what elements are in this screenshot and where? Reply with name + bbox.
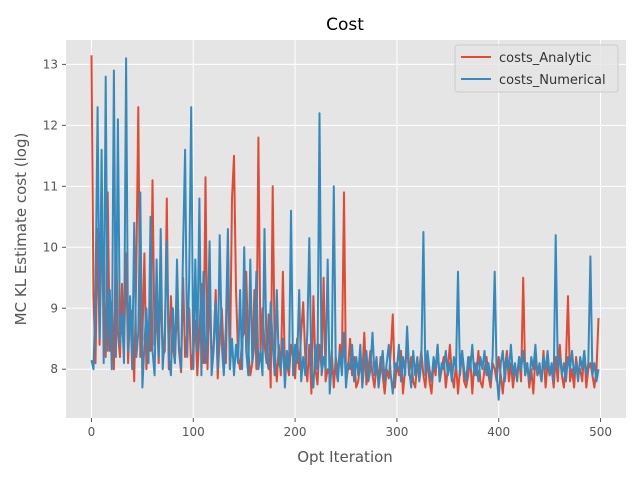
y-tick-label: 12 [43, 118, 58, 132]
legend-box [454, 44, 619, 93]
series-line-costs-numerical [90, 57, 600, 401]
legend: costs_Analytic costs_Numerical [454, 44, 619, 93]
x-tick-label: 500 [589, 425, 612, 439]
x-tick-label: 300 [385, 425, 408, 439]
y-tick-label: 13 [43, 57, 58, 71]
x-axis-label: Opt Iteration [297, 448, 393, 466]
x-tick-label: 100 [182, 425, 205, 439]
x-tick-label: 0 [88, 425, 96, 439]
legend-label-analytic: costs_Analytic [499, 51, 592, 66]
y-tick-label: 10 [43, 240, 58, 254]
series-lines [90, 55, 600, 401]
y-tick-label: 11 [43, 179, 58, 193]
legend-label-numerical: costs_Numerical [499, 73, 606, 88]
chart-title: Cost [326, 15, 364, 35]
y-axis-label: MC KL Estimate cost (log) [12, 133, 30, 326]
y-axis-ticks: 8 9 10 11 12 13 [43, 57, 66, 376]
y-tick-label: 9 [50, 301, 58, 315]
x-axis-ticks: 0 100 200 300 400 500 [88, 418, 612, 439]
y-tick-label: 8 [50, 362, 58, 376]
x-tick-label: 400 [487, 425, 510, 439]
x-tick-label: 200 [284, 425, 307, 439]
